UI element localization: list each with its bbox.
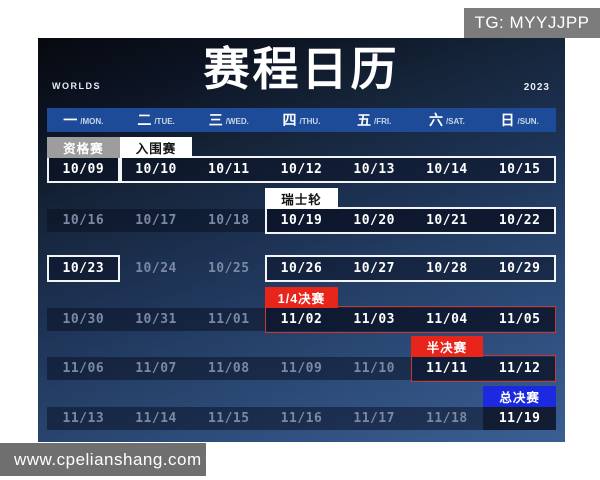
date-cell: 10/13 bbox=[353, 162, 396, 177]
date-cell: 11/06 bbox=[62, 361, 105, 376]
stage-outline-box bbox=[265, 255, 556, 282]
weekday-cn-label: 一 bbox=[63, 112, 78, 128]
date-cell: 11/10 bbox=[353, 361, 396, 376]
date-cell: 11/01 bbox=[207, 312, 250, 327]
weekday-en-label: /WED. bbox=[225, 116, 249, 126]
date-cell: 11/05 bbox=[498, 312, 541, 327]
weekday-header-cell: 四/THU. bbox=[265, 108, 338, 132]
date-cell: 10/22 bbox=[498, 213, 541, 228]
date-cell: 11/18 bbox=[426, 411, 468, 426]
weekday-cn-label: 三 bbox=[208, 112, 223, 128]
date-row: 10/16 10/17 10/18 10/19 10/20 10/21 10/22 bbox=[47, 209, 556, 232]
date-cell: 10/24 bbox=[135, 261, 177, 276]
stage-outline-box bbox=[265, 207, 556, 234]
weekday-en-label: /SUN. bbox=[517, 116, 539, 126]
stage-tag: 瑞士轮 bbox=[265, 188, 338, 209]
date-cell: 10/19 bbox=[280, 213, 323, 228]
weekday-cn-label: 二 bbox=[137, 112, 152, 128]
stage-outline-box bbox=[410, 355, 556, 382]
finals-highlight-cell bbox=[483, 407, 556, 430]
date-cell: 10/27 bbox=[353, 261, 396, 276]
date-cell: 10/09 bbox=[62, 162, 105, 177]
date-cell: 11/11 bbox=[426, 361, 468, 376]
date-cell: 10/21 bbox=[426, 213, 468, 228]
stage-tag: 1/4决赛 bbox=[265, 287, 338, 308]
date-cell: 10/18 bbox=[207, 213, 250, 228]
weekday-en-label: /MON. bbox=[80, 116, 104, 126]
stage-tag: 总决赛 bbox=[483, 386, 556, 407]
date-cell: 10/26 bbox=[280, 261, 323, 276]
date-cell: 11/15 bbox=[207, 411, 250, 426]
stage-tag: 半决赛 bbox=[410, 336, 484, 357]
date-cell: 11/03 bbox=[353, 312, 396, 327]
date-cell: 10/15 bbox=[498, 162, 541, 177]
date-row: 11/13 11/14 11/15 11/16 11/17 11/18 11/19 bbox=[47, 407, 556, 430]
weekday-header-cell: 五/FRI. bbox=[338, 108, 411, 132]
page-title: 赛程日历 bbox=[203, 43, 400, 95]
date-row: 10/09 10/10 10/11 10/12 10/13 10/14 10/15 bbox=[47, 158, 556, 181]
date-cell: 10/17 bbox=[135, 213, 177, 228]
date-cell: 10/29 bbox=[498, 261, 541, 276]
date-cell: 11/07 bbox=[135, 361, 177, 376]
watermark-url: www.cpelianshang.com bbox=[0, 443, 206, 476]
date-cell: 10/28 bbox=[426, 261, 468, 276]
date-row: 11/06 11/07 11/08 11/09 11/10 11/11 11/12 bbox=[47, 357, 556, 380]
date-cell: 10/20 bbox=[353, 213, 396, 228]
date-cell: 10/30 bbox=[62, 312, 105, 327]
date-cell: 11/19 bbox=[498, 411, 541, 426]
weekday-header-cell: 六/SAT. bbox=[411, 108, 484, 132]
calendar-panel: 赛程日历 WORLDS 2023 一/MON. 二/TUE. 三/WED. 四/THU… bbox=[38, 38, 565, 442]
weekday-header-bar: 一/MON. 二/TUE. 三/WED. 四/THU. 五/FRI. 六/SAT. 日/SU… bbox=[47, 108, 556, 132]
date-cell: 10/25 bbox=[207, 261, 250, 276]
date-cell: 11/09 bbox=[280, 361, 323, 376]
date-cell: 10/12 bbox=[280, 162, 323, 177]
weekday-header-cell: 日/SUN. bbox=[483, 108, 556, 132]
date-cell: 11/13 bbox=[62, 411, 105, 426]
weekday-cn-label: 日 bbox=[500, 112, 515, 128]
date-cell: 11/08 bbox=[207, 361, 250, 376]
tg-contact-badge: TG: MYYJJPP bbox=[464, 8, 600, 38]
weekday-header-cell: 三/WED. bbox=[192, 108, 265, 132]
date-cell: 10/31 bbox=[135, 312, 177, 327]
weekday-en-label: /THU. bbox=[299, 116, 321, 126]
stage-outline-box bbox=[265, 306, 556, 333]
date-cell: 10/23 bbox=[62, 261, 105, 276]
weekday-cn-label: 四 bbox=[282, 112, 297, 128]
date-cell: 11/04 bbox=[426, 312, 468, 327]
date-cell: 10/16 bbox=[62, 213, 105, 228]
weekday-cn-label: 六 bbox=[428, 112, 443, 128]
year-label: 2023 bbox=[523, 82, 550, 93]
date-row: 10/23 10/24 10/25 10/26 10/27 10/28 10/29 bbox=[47, 257, 556, 280]
stage-tag: 入围赛 bbox=[119, 137, 193, 158]
date-cell: 11/14 bbox=[135, 411, 177, 426]
date-cell: 11/17 bbox=[353, 411, 396, 426]
date-cell: 10/10 bbox=[135, 162, 177, 177]
worlds-label: WORLDS bbox=[52, 81, 101, 91]
date-cell: 11/16 bbox=[280, 411, 323, 426]
weekday-en-label: /FRI. bbox=[374, 116, 392, 126]
date-cell: 11/12 bbox=[498, 361, 541, 376]
stage-tag: 资格赛 bbox=[47, 137, 120, 158]
calendar-grid: 10/09 10/10 10/11 10/12 10/13 10/14 10/15 资格赛 入围… bbox=[47, 38, 556, 442]
weekday-cn-label: 五 bbox=[357, 112, 372, 128]
weekday-en-label: /SAT. bbox=[445, 116, 465, 126]
stage-outline-box bbox=[47, 255, 120, 282]
date-row: 10/30 10/31 11/01 11/02 11/03 11/04 11/05 bbox=[47, 308, 556, 331]
weekday-header-cell: 二/TUE. bbox=[120, 108, 193, 132]
weekday-header-cell: 一/MON. bbox=[47, 108, 120, 132]
weekday-en-label: /TUE. bbox=[154, 116, 175, 126]
week-row-band bbox=[47, 407, 556, 430]
date-cell: 11/02 bbox=[280, 312, 323, 327]
date-cell: 10/11 bbox=[207, 162, 250, 177]
date-cell: 10/14 bbox=[426, 162, 468, 177]
stage-outline-box bbox=[119, 156, 556, 183]
